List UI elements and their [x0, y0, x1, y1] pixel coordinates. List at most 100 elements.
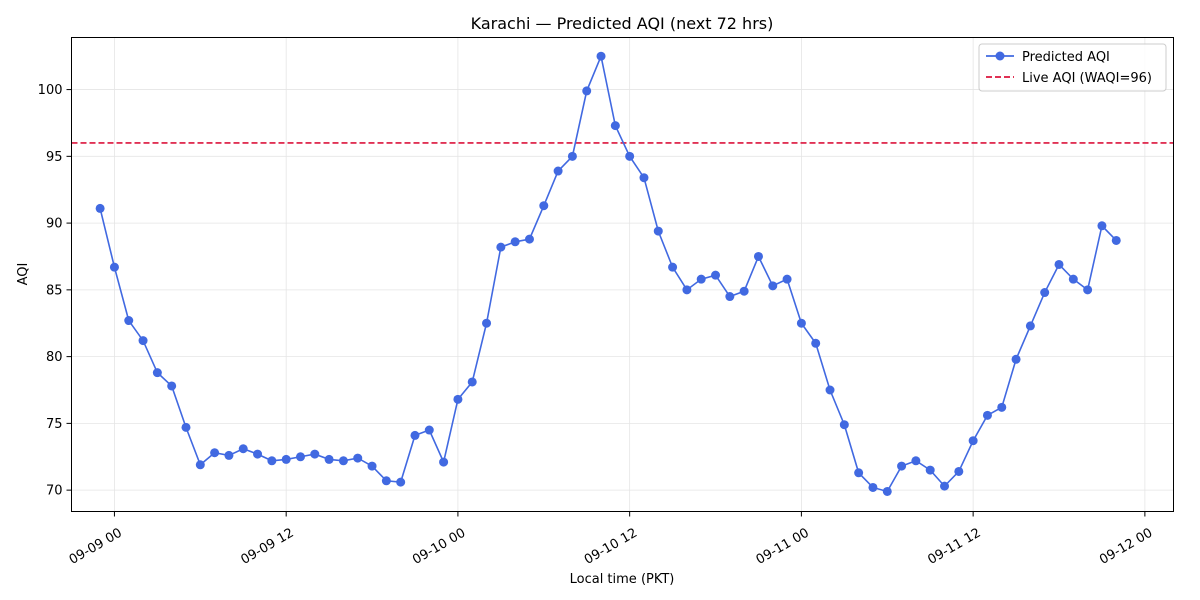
predicted-aqi-point — [768, 281, 778, 291]
x-tick-label: 09-12 00 — [1097, 526, 1155, 568]
y-tick-label: 85 — [46, 283, 63, 298]
predicted-aqi-point — [954, 466, 964, 476]
predicted-aqi-point — [567, 151, 577, 161]
x-tick-label: 09-11 00 — [754, 526, 812, 568]
predicted-aqi-point — [997, 402, 1007, 412]
y-tick-label: 90 — [46, 217, 63, 232]
predicted-aqi-point — [639, 173, 649, 183]
predicted-aqi-point — [310, 449, 320, 459]
predicted-aqi-point — [195, 460, 205, 470]
predicted-aqi-point — [982, 410, 992, 420]
predicted-aqi-point — [1097, 221, 1107, 231]
x-axis: 09-09 00 09-09 12 09-10 00 09-10 12 09-11 00… — [67, 511, 1155, 568]
predicted-aqi-point — [510, 237, 520, 247]
predicted-aqi-point — [253, 449, 263, 459]
predicted-aqi-point — [811, 338, 821, 348]
predicted-aqi-point — [109, 262, 119, 272]
predicted-aqi-point — [753, 251, 763, 261]
predicted-aqi-point — [539, 201, 549, 211]
predicted-aqi-point — [925, 465, 935, 475]
predicted-aqi-point — [968, 436, 978, 446]
predicted-aqi-point — [453, 394, 463, 404]
y-tick-label: 100 — [38, 83, 63, 98]
predicted-aqi-point — [181, 422, 191, 432]
predicted-aqi-point — [238, 444, 248, 454]
predicted-aqi-point — [496, 242, 506, 252]
predicted-aqi-point — [610, 121, 620, 131]
predicted-aqi-point — [396, 477, 406, 487]
predicted-aqi-point — [653, 226, 663, 236]
predicted-aqi-point — [138, 336, 148, 346]
predicted-aqi-point — [367, 461, 377, 471]
predicted-aqi-point — [940, 481, 950, 491]
predicted-aqi-point — [782, 274, 792, 284]
x-tick-label: 09-10 00 — [410, 526, 468, 568]
predicted-aqi-point — [882, 486, 892, 496]
predicted-aqi-point — [152, 368, 162, 378]
predicted-aqi-point — [725, 292, 735, 302]
predicted-aqi-point — [796, 318, 806, 328]
predicted-aqi-point — [439, 457, 449, 467]
predicted-aqi-point — [338, 456, 348, 466]
predicted-aqi-point — [124, 316, 134, 326]
predicted-aqi-point — [1054, 259, 1064, 269]
predicted-aqi-point — [696, 274, 706, 284]
predicted-aqi-point — [424, 425, 434, 435]
predicted-aqi-point — [739, 286, 749, 296]
legend: Predicted AQI Live AQI (WAQI=96) — [978, 43, 1167, 92]
predicted-aqi-point — [1068, 274, 1078, 284]
predicted-aqi-point — [825, 385, 835, 395]
x-tick-label: 09-09 12 — [238, 526, 296, 568]
gridlines — [71, 37, 1174, 512]
predicted-aqi-point — [210, 448, 220, 458]
predicted-aqi-point — [167, 381, 177, 391]
predicted-aqi-point — [482, 318, 492, 328]
predicted-aqi-point — [281, 454, 291, 464]
predicted-aqi-point — [1025, 321, 1035, 331]
predicted-aqi-point — [1083, 285, 1093, 295]
predicted-aqi-point — [682, 285, 692, 295]
y-tick-label: 70 — [46, 484, 63, 499]
predicted-aqi-layer — [95, 51, 1121, 496]
y-tick-label: 95 — [46, 150, 63, 165]
plot-area-frame — [71, 37, 1174, 512]
predicted-aqi-point — [868, 482, 878, 492]
predicted-aqi-point — [553, 166, 563, 176]
y-tick-label: 75 — [46, 417, 63, 432]
predicted-aqi-point — [911, 456, 921, 466]
predicted-aqi-point — [1040, 288, 1050, 298]
predicted-aqi-point — [582, 86, 592, 96]
predicted-aqi-point — [95, 203, 105, 213]
predicted-aqi-point — [353, 453, 363, 463]
predicted-aqi-point — [711, 270, 721, 280]
predicted-aqi-point — [1011, 354, 1021, 364]
predicted-aqi-point — [854, 468, 864, 478]
y-axis-label: AQI — [16, 263, 31, 286]
legend-entry-live: Live AQI (WAQI=96) — [1022, 71, 1152, 86]
x-tick-label: 09-11 12 — [925, 526, 983, 568]
legend-predicted-marker-swatch — [995, 51, 1005, 61]
predicted-aqi-point — [839, 420, 849, 430]
legend-entry-predicted: Predicted AQI — [1022, 50, 1110, 65]
predicted-aqi-point — [625, 151, 635, 161]
predicted-aqi-point — [1111, 235, 1121, 245]
legend-box — [978, 43, 1167, 92]
predicted-aqi-point — [668, 262, 678, 272]
y-tick-label: 80 — [46, 350, 63, 365]
predicted-aqi-line — [99, 53, 1117, 493]
predicted-aqi-point — [295, 452, 305, 462]
predicted-aqi-point — [897, 461, 907, 471]
predicted-aqi-point — [596, 51, 606, 61]
predicted-aqi-point — [324, 454, 334, 464]
x-tick-label: 09-10 12 — [582, 526, 640, 568]
predicted-aqi-point — [267, 456, 277, 466]
predicted-aqi-point — [467, 377, 477, 387]
predicted-aqi-point — [524, 234, 534, 244]
predicted-aqi-point — [410, 430, 420, 440]
x-tick-label: 09-09 00 — [67, 526, 125, 568]
y-axis: 70 75 80 85 90 95 100 — [38, 83, 72, 499]
chart-title: Karachi — Predicted AQI (next 72 hrs) — [471, 14, 774, 33]
predicted-aqi-point — [224, 450, 234, 460]
predicted-aqi-point — [381, 476, 391, 486]
